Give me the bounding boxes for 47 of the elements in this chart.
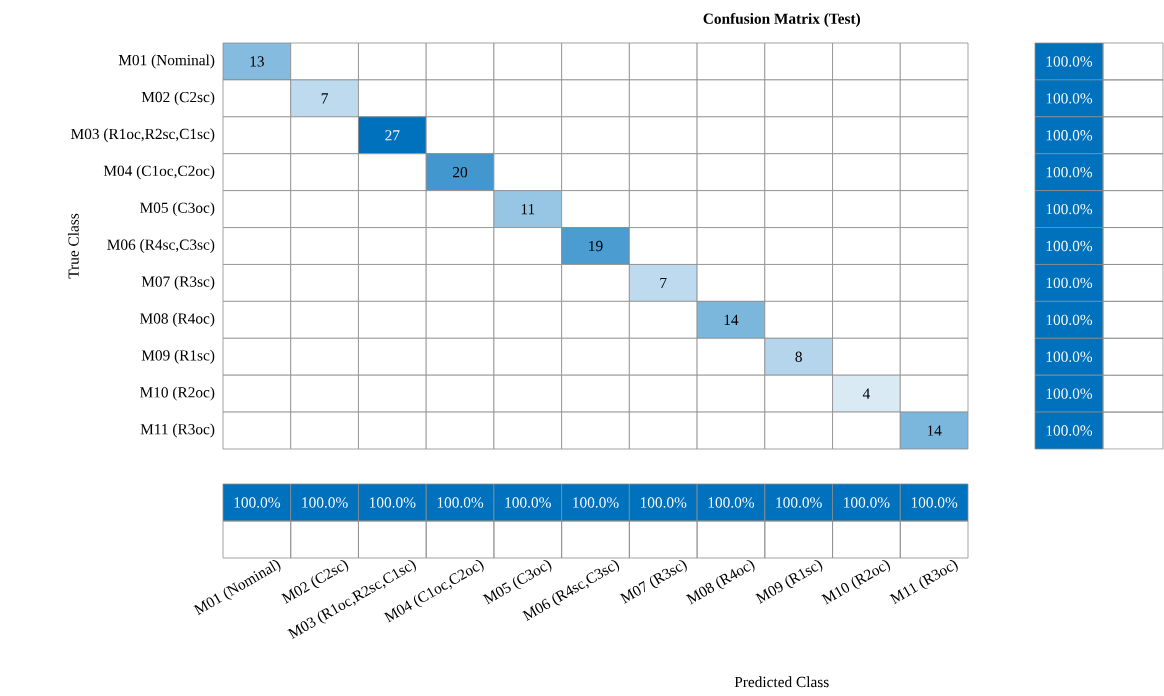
y-axis-title: True Class [67,213,79,279]
data-label: 100.0% [1046,166,1093,178]
y-tick-label: M05 (C3oc) [140,202,215,217]
data-label: 100.0% [1046,56,1093,67]
data-label: 14 [927,425,942,436]
data-label: 8 [795,351,802,362]
data-label: 100.0% [370,497,416,508]
data-label: 100.0% [505,497,551,508]
data-label: 7 [321,93,328,104]
data-label: 13 [250,56,264,67]
data-label: 100.0% [1046,388,1093,399]
data-label: 11 [521,204,535,215]
data-label: 100.0% [1046,203,1093,215]
x-axis-title: Predicted Class [734,676,829,688]
data-label: 100.0% [776,497,822,508]
y-tick-label: M07 (R3sc) [141,275,215,290]
data-label: 100.0% [234,497,280,508]
y-tick-label: M11 (R3oc) [140,423,215,438]
data-label: 100.0% [573,497,619,508]
data-label: 100.0% [1046,240,1093,252]
data-label: 20 [453,167,468,178]
chart-title: Confusion Matrix (Test) [703,12,861,27]
data-label: 27 [385,130,400,141]
data-label: 100.0% [708,497,755,508]
data-label: 100.0% [302,497,348,508]
data-label: 100.0% [1046,425,1093,436]
data-label: 100.0% [911,497,958,508]
y-tick-label: M09 (R1sc) [141,349,215,364]
data-label: 100.0% [844,497,890,508]
y-tick-label: M03 (R1oc,R2sc,C1sc) [71,128,215,143]
data-label: 100.0% [1046,314,1093,326]
data-label: 7 [660,277,667,288]
y-tick-label: M01 (Nominal) [118,54,215,69]
data-label: 100.0% [1046,351,1093,362]
y-tick-label: M08 (R4oc) [140,312,215,327]
data-label: 19 [589,240,603,252]
data-label: 4 [862,388,870,399]
y-tick-label: M06 (R4sc,C3sc) [107,239,215,253]
data-label: 100.0% [1046,277,1093,289]
y-tick-label: M04 (C1oc,C2oc) [103,165,215,180]
y-tick-label: M10 (R2oc) [140,386,215,401]
y-tick-label: M02 (C2sc) [141,91,215,106]
data-label: 14 [724,314,739,325]
data-label: 100.0% [640,497,687,508]
data-label: 100.0% [1046,130,1093,141]
data-label: 100.0% [437,497,484,508]
data-label: 100.0% [1046,93,1093,104]
